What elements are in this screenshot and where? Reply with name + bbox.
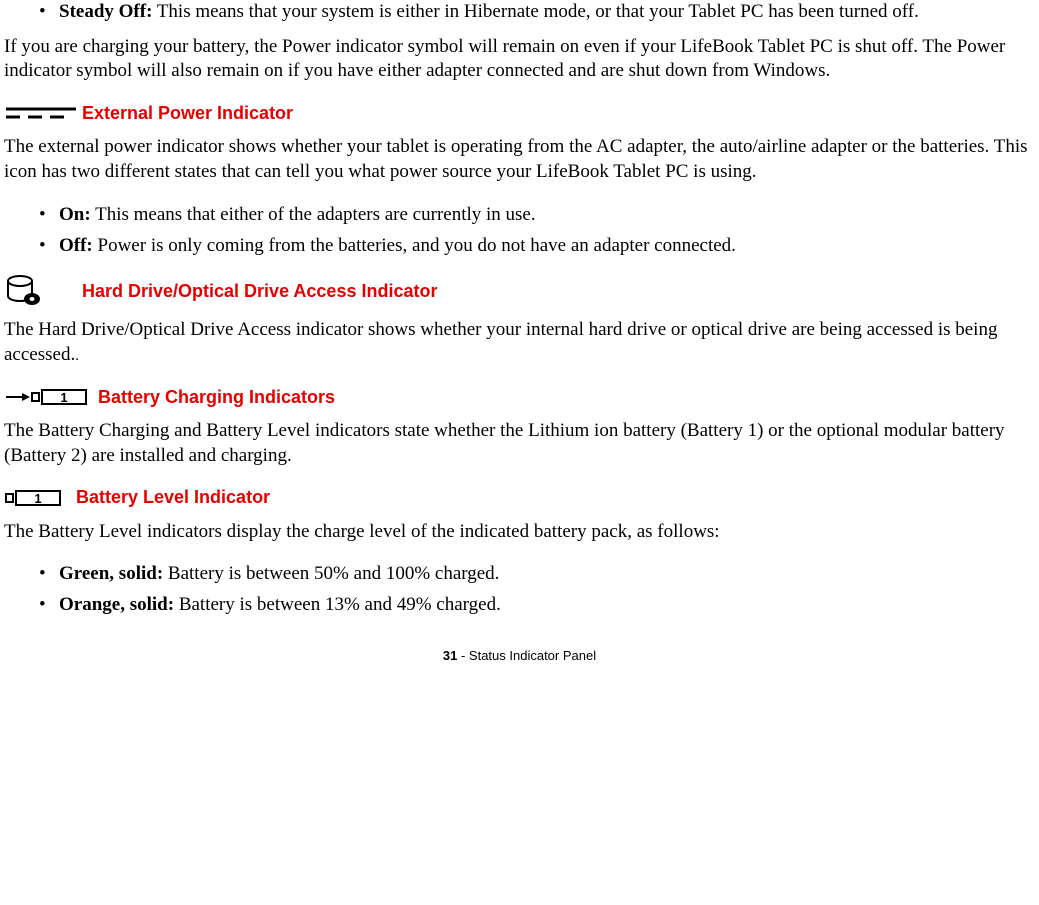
bullet-text: Battery is between 13% and 49% charged.: [174, 594, 501, 615]
battery-level-icon: 1: [4, 487, 76, 509]
para-hdd: The Hard Drive/Optical Drive Access indi…: [4, 318, 1035, 367]
section-external-power-header: External Power Indicator: [4, 102, 1035, 125]
bullet-label: Orange, solid:: [59, 594, 174, 615]
list-item: Off: Power is only coming from the batte…: [59, 234, 1035, 259]
para-battery-level: The Battery Level indicators display the…: [4, 520, 1035, 545]
period: .: [75, 348, 79, 364]
section-title: Battery Charging Indicators: [98, 386, 335, 409]
bullet-text: This means that either of the adapters a…: [91, 204, 536, 225]
section-battery-charging-header: 1 Battery Charging Indicators: [4, 386, 1035, 409]
external-power-bullets: On: This means that either of the adapte…: [4, 203, 1035, 258]
bullet-label: On:: [59, 204, 91, 225]
bullet-label: Off:: [59, 235, 93, 256]
section-title: Battery Level Indicator: [76, 486, 270, 509]
svg-text:1: 1: [34, 491, 41, 506]
bullet-text: Battery is between 50% and 100% charged.: [163, 563, 499, 584]
page-number: 31: [443, 648, 457, 663]
bullet-text: This means that your system is either in…: [152, 1, 918, 22]
bullet-label: Steady Off:: [59, 1, 152, 22]
footer-section: - Status Indicator Panel: [457, 648, 596, 663]
list-item: On: This means that either of the adapte…: [59, 203, 1035, 228]
external-power-icon: [4, 105, 82, 123]
section-title: Hard Drive/Optical Drive Access Indicato…: [82, 280, 437, 303]
battery-charging-icon: 1: [4, 386, 98, 408]
section-battery-level-header: 1 Battery Level Indicator: [4, 486, 1035, 509]
para-battery-charging: The Battery Charging and Battery Level i…: [4, 419, 1035, 468]
para-hdd-text: The Hard Drive/Optical Drive Access indi…: [4, 319, 997, 365]
page-footer: 31 - Status Indicator Panel: [4, 648, 1035, 665]
section-hdd-header: Hard Drive/Optical Drive Access Indicato…: [4, 274, 1035, 308]
section-title: External Power Indicator: [82, 102, 293, 125]
para-charging: If you are charging your battery, the Po…: [4, 35, 1035, 84]
battery-level-bullets: Green, solid: Battery is between 50% and…: [4, 562, 1035, 617]
bullet-text: Power is only coming from the batteries,…: [93, 235, 736, 256]
top-bullets: Steady Off: This means that your system …: [4, 0, 1035, 25]
svg-text:1: 1: [60, 390, 67, 405]
para-external-power: The external power indicator shows wheth…: [4, 135, 1035, 184]
list-item: Green, solid: Battery is between 50% and…: [59, 562, 1035, 587]
list-item: Orange, solid: Battery is between 13% an…: [59, 593, 1035, 618]
list-item: Steady Off: This means that your system …: [59, 0, 1035, 25]
hdd-icon: [4, 274, 82, 308]
bullet-label: Green, solid:: [59, 563, 163, 584]
